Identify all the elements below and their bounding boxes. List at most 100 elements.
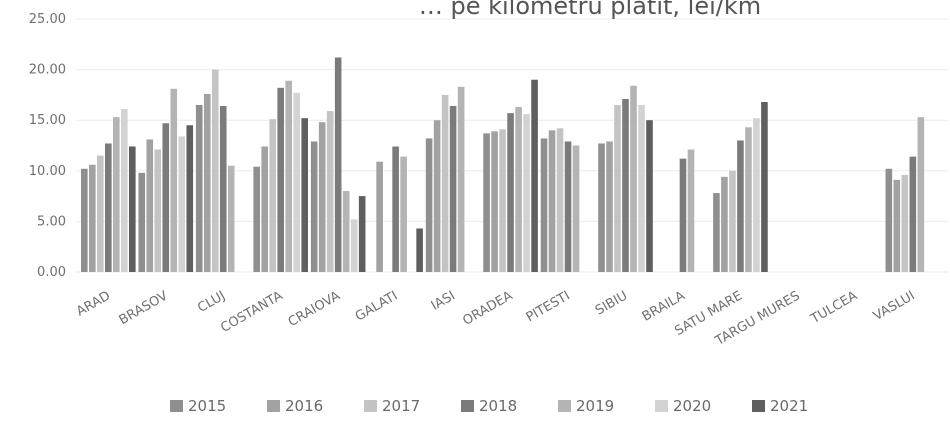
- y-tick-label: 5.00: [37, 214, 66, 229]
- chart-title: … pe kilometru plătit, lei/km: [419, 0, 761, 20]
- bar-2015-arad: [81, 168, 88, 272]
- bar-2016-pitesti: [548, 130, 556, 272]
- legend-label: 2015: [188, 397, 226, 415]
- legend-swatch: [170, 400, 183, 412]
- bar-2018-cluj: [219, 106, 227, 272]
- bar-2017-costanta: [269, 119, 276, 272]
- bar-2019-cluj: [227, 165, 235, 272]
- y-tick-label: 10.00: [29, 164, 66, 179]
- bar-2016-costanta: [261, 146, 268, 272]
- x-category-label: ARAD: [74, 288, 113, 319]
- legend-label: 2017: [382, 397, 420, 415]
- y-tick-label: 15.00: [29, 113, 66, 128]
- x-category-label: SIBIU: [593, 288, 630, 318]
- legend-label: 2018: [479, 397, 517, 415]
- bar-2016-brasov: [146, 139, 154, 272]
- bar-2017-vaslui: [901, 174, 909, 272]
- bar-2015-pitesti: [540, 138, 548, 272]
- legend-label: 2016: [285, 397, 323, 415]
- bar-2018-galati: [392, 146, 399, 272]
- bar-2018-costanta: [277, 87, 284, 272]
- bar-2019-costanta: [285, 80, 292, 272]
- bar-2017-iasi: [441, 94, 449, 273]
- bar-2019-oradea: [515, 107, 522, 272]
- bar-2021-craiova: [358, 196, 366, 272]
- bar-2018-brasov: [162, 123, 170, 273]
- x-category-label: CRAIOVA: [286, 288, 343, 330]
- bar-2021-sibiu: [646, 120, 653, 272]
- y-tick-label: 20.00: [29, 63, 66, 78]
- legend-swatch: [558, 400, 571, 412]
- x-category-label: ORADEA: [460, 288, 515, 328]
- bar-2019-satu-mare: [745, 127, 752, 272]
- bar-2018-satu-mare: [737, 140, 744, 272]
- bar-2015-vaslui: [885, 168, 893, 272]
- bar-2016-vaslui: [893, 179, 901, 272]
- x-category-label: BRASOV: [117, 288, 171, 328]
- bar-2018-sibiu: [622, 98, 629, 272]
- bar-2016-satu-mare: [721, 176, 728, 272]
- bar-2019-arad: [113, 117, 120, 272]
- bar-2017-sibiu: [614, 105, 621, 273]
- bar-2019-craiova: [342, 191, 350, 272]
- bar-2021-oradea: [531, 79, 538, 272]
- legend-label: 2019: [576, 397, 614, 415]
- x-category-label: VASLUI: [871, 288, 918, 324]
- bar-2020-arad: [121, 109, 128, 272]
- bar-2020-oradea: [523, 114, 530, 272]
- bar-2019-iasi: [457, 86, 465, 272]
- x-category-label: GALATI: [353, 288, 400, 324]
- bar-2018-oradea: [507, 113, 514, 273]
- bars: [81, 57, 925, 273]
- bar-2019-brasov: [170, 88, 178, 272]
- legend-swatch: [655, 400, 668, 412]
- bar-2020-craiova: [350, 219, 358, 272]
- bar-2021-arad: [129, 146, 136, 272]
- x-category-label: PITESTI: [524, 288, 573, 325]
- bar-2019-braila: [687, 149, 695, 272]
- bar-2019-galati: [400, 156, 407, 272]
- bar-2017-brasov: [154, 149, 162, 272]
- bar-2021-costanta: [301, 118, 308, 273]
- bar-2016-sibiu: [606, 141, 613, 272]
- legend: 2015 2016 2017 2018 2019 2020 2021: [170, 397, 808, 415]
- bar-2015-oradea: [483, 133, 490, 272]
- bar-2015-satu-mare: [713, 193, 720, 272]
- bar-2021-satu-mare: [761, 101, 768, 272]
- bar-2018-braila: [679, 158, 687, 272]
- bar-2015-cluj: [195, 105, 203, 273]
- bar-2019-vaslui: [917, 117, 925, 272]
- bar-2020-brasov: [178, 136, 186, 272]
- bar-2017-pitesti: [556, 128, 564, 272]
- bar-2018-arad: [105, 143, 112, 272]
- bar-2017-craiova: [326, 111, 334, 272]
- legend-swatch: [752, 400, 765, 412]
- x-category-label: CLUJ: [195, 288, 228, 316]
- bar-2020-sibiu: [638, 105, 645, 273]
- bar-2018-pitesti: [564, 141, 572, 272]
- x-category-label: COSTANTA: [218, 288, 285, 336]
- bar-2018-craiova: [334, 57, 342, 273]
- bar-2016-cluj: [203, 93, 211, 272]
- bar-2021-brasov: [186, 125, 194, 272]
- bar-2018-iasi: [449, 106, 457, 272]
- bar-2015-craiova: [310, 141, 318, 272]
- bar-2021-galati: [416, 228, 423, 272]
- legend-label: 2021: [770, 397, 808, 415]
- x-category-label: BRAILA: [640, 288, 688, 324]
- bar-2016-iasi: [433, 120, 441, 272]
- bar-2017-oradea: [499, 129, 506, 272]
- y-tick-label: 25.00: [29, 12, 66, 27]
- bar-2020-satu-mare: [753, 118, 760, 273]
- bar-2015-costanta: [253, 166, 260, 272]
- bar-2016-craiova: [318, 122, 326, 272]
- bar-2016-oradea: [491, 131, 498, 272]
- bar-2017-cluj: [211, 69, 219, 272]
- bar-2015-brasov: [138, 172, 146, 272]
- bar-2017-satu-mare: [729, 170, 736, 272]
- bar-2017-arad: [97, 155, 104, 272]
- bar-2016-arad: [89, 164, 96, 272]
